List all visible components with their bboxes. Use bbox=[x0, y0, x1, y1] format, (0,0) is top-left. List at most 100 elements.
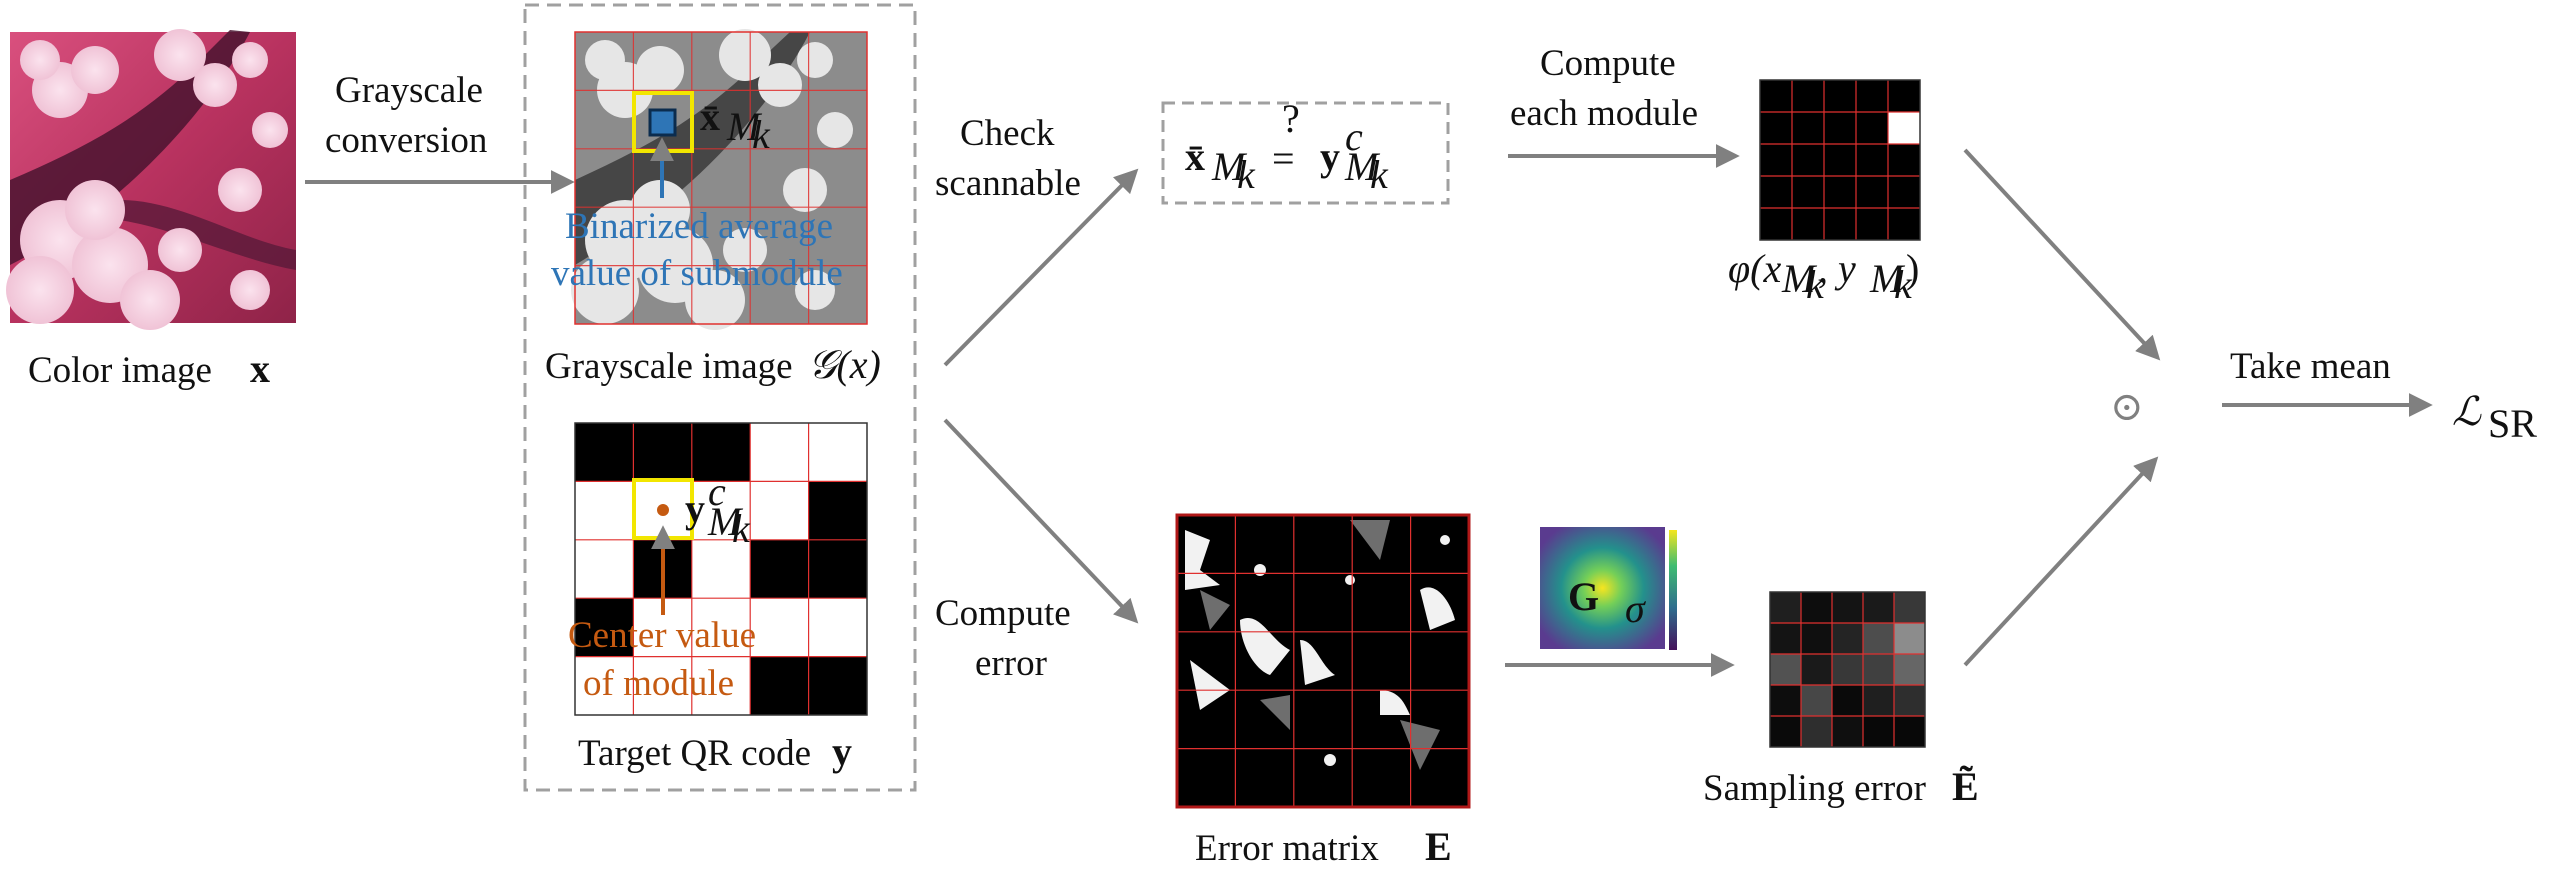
matrix-cell bbox=[1888, 176, 1920, 208]
matrix-cell bbox=[575, 598, 634, 657]
matrix-cell bbox=[1888, 112, 1920, 144]
matrix-cell bbox=[1832, 592, 1863, 623]
phi-sub-k1: k bbox=[1806, 262, 1825, 307]
matrix-cell bbox=[1792, 80, 1824, 112]
matrix-border bbox=[1759, 79, 1921, 241]
matrix-cell bbox=[1824, 208, 1856, 240]
matrix-cell bbox=[691, 481, 751, 540]
matrix-cell bbox=[1770, 654, 1801, 685]
matrix-cell bbox=[1801, 685, 1832, 716]
E-symbol: E bbox=[1425, 824, 1452, 869]
matrix-cell bbox=[1770, 623, 1801, 654]
loss-L: ℒ bbox=[2452, 389, 2482, 434]
matrix-cell bbox=[691, 656, 751, 715]
eq-y-M: M bbox=[1344, 144, 1381, 189]
matrix-cell bbox=[1888, 208, 1920, 240]
inputs-dashed-box bbox=[523, 3, 917, 792]
matrix-cell bbox=[1770, 685, 1801, 716]
sampling-error-matrix bbox=[1769, 591, 1926, 748]
binarized-label-2: value of submodule bbox=[551, 253, 843, 294]
compute-each-label-1: Compute bbox=[1540, 43, 1676, 84]
matrix-cell bbox=[691, 423, 751, 482]
matrix-cell bbox=[1792, 176, 1824, 208]
matrix-cell bbox=[1760, 144, 1792, 176]
matrix-cell bbox=[1863, 654, 1894, 685]
matrix-cell bbox=[1856, 144, 1888, 176]
eq-y-c: c bbox=[1345, 114, 1363, 159]
matrix-cell bbox=[1824, 80, 1856, 112]
check-label-1: Check bbox=[960, 113, 1055, 154]
matrix-cell bbox=[1801, 592, 1832, 623]
arrow-check-scannable bbox=[943, 168, 1139, 367]
arrow-phi-to-odot bbox=[1963, 148, 2161, 361]
xbar-subscript-M: M bbox=[726, 104, 763, 149]
phi-end: ) bbox=[1906, 246, 1919, 291]
matrix-cell bbox=[1760, 80, 1792, 112]
matrix-cell bbox=[1894, 592, 1925, 623]
matrix-cell bbox=[1832, 654, 1863, 685]
sampling-error-label: Sampling error bbox=[1703, 768, 1926, 809]
xbar-subscript-k: k bbox=[752, 112, 771, 157]
matrix-cell bbox=[691, 539, 751, 599]
compute-error-label-1: Compute bbox=[935, 593, 1071, 634]
take-mean-label: Take mean bbox=[2230, 346, 2391, 387]
matrix-cell bbox=[1770, 716, 1801, 747]
loss-SR: SR bbox=[2488, 401, 2537, 446]
matrix-cell bbox=[575, 539, 634, 599]
G-symbol: G bbox=[1568, 574, 1599, 619]
matrix-cell bbox=[691, 598, 751, 657]
phi-mid: , y bbox=[1818, 246, 1856, 291]
matrix-cell bbox=[1760, 208, 1792, 240]
error-matrix-label: Error matrix bbox=[1195, 828, 1379, 869]
yc-subscript-k: k bbox=[732, 506, 751, 551]
gaussian-kernel: G σ bbox=[1540, 527, 1677, 650]
eq-equals: = bbox=[1272, 136, 1295, 181]
grayscale-image bbox=[571, 29, 868, 330]
eq-xbar: x̄ bbox=[1185, 134, 1205, 179]
matrix-cell bbox=[1792, 208, 1824, 240]
matrix-cell bbox=[808, 481, 867, 540]
phi-sub-M2: M bbox=[1869, 256, 1906, 301]
phi-matrix bbox=[1759, 79, 1921, 241]
phi-sub-k2: k bbox=[1894, 262, 1913, 307]
target-qr-label: Target QR code bbox=[578, 733, 811, 774]
matrix-cell bbox=[1824, 112, 1856, 144]
matrix-cell bbox=[1863, 592, 1894, 623]
eq-y: y bbox=[1320, 134, 1340, 179]
matrix-border bbox=[1769, 591, 1926, 748]
binarized-label-1: Binarized average bbox=[565, 206, 833, 247]
matrix-cell bbox=[750, 598, 809, 657]
phi-label: φ(x bbox=[1728, 246, 1781, 291]
yc-superscript-c: c bbox=[708, 469, 726, 514]
xbar-symbol: x̄ bbox=[700, 94, 720, 139]
matrix-cell bbox=[1863, 716, 1894, 747]
matrix-cell bbox=[1894, 716, 1925, 747]
matrix-cell bbox=[1760, 112, 1792, 144]
center-value-label-2: of module bbox=[583, 663, 734, 704]
eq-xbar-k: k bbox=[1237, 152, 1256, 197]
odot-symbol: ⊙ bbox=[2110, 384, 2144, 429]
compute-error-label-2: error bbox=[975, 643, 1047, 684]
center-value-label-1: Center value bbox=[568, 615, 756, 656]
matrix-cell bbox=[750, 481, 809, 540]
grayscale-image-label: Grayscale image bbox=[545, 346, 793, 387]
error-matrix bbox=[1175, 513, 1471, 809]
matrix-cell bbox=[633, 656, 692, 715]
matrix-cell bbox=[1863, 623, 1894, 654]
center-value-marker bbox=[657, 504, 669, 516]
E-tilde-symbol: Ẽ bbox=[1952, 764, 1979, 809]
grayscale-conversion-label-1: Grayscale bbox=[335, 70, 483, 111]
phi-sub-M1: M bbox=[1781, 256, 1818, 301]
matrix-cell bbox=[575, 423, 634, 482]
yc-subscript-M: M bbox=[707, 499, 744, 544]
matrix-cell bbox=[1888, 80, 1920, 112]
check-label-2: scannable bbox=[935, 163, 1081, 204]
compute-each-label-2: each module bbox=[1510, 93, 1698, 134]
yc-symbol: y bbox=[685, 486, 705, 531]
matrix-cell bbox=[808, 423, 867, 482]
sigma-symbol: σ bbox=[1625, 586, 1646, 631]
matrix-cell bbox=[1894, 623, 1925, 654]
matrix-cell bbox=[1792, 144, 1824, 176]
matrix-cell bbox=[808, 598, 867, 657]
